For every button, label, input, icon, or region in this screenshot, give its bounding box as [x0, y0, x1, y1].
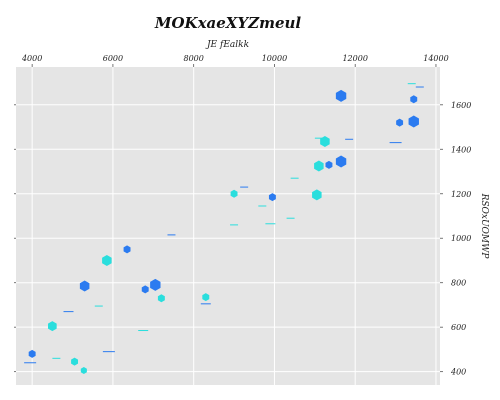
hexagon-marker [28, 349, 36, 358]
hexagon-marker [71, 357, 79, 366]
hexagon-marker [48, 321, 57, 332]
hexagon-marker [157, 294, 165, 303]
x-tick-label: 6000 [103, 54, 123, 63]
hexagon-marker [314, 160, 324, 172]
y-tick-label: 1200 [451, 190, 471, 199]
y-tick-label: 1400 [451, 145, 471, 154]
hexagon-marker [325, 160, 333, 169]
hexagon-marker [202, 293, 210, 302]
hexagon-marker [150, 278, 161, 291]
hexagon-marker [396, 118, 404, 127]
hexagon-marker [335, 155, 347, 168]
x-tick-label: 8000 [183, 54, 203, 63]
x-tick-label: 12000 [342, 54, 367, 63]
hexagon-marker [80, 367, 87, 375]
x-tick-label: 10000 [262, 54, 287, 63]
hexagon-marker [408, 115, 419, 128]
plot-area [16, 67, 440, 385]
y-tick-label: 800 [451, 279, 466, 288]
hexagon-marker [320, 136, 330, 147]
chart-title: MOKxaeXYZmeul [154, 14, 302, 32]
hexagon-marker [312, 189, 322, 201]
y-tick-label: 1000 [451, 234, 471, 243]
axis-ticks: 4000 6000 8000 10000 12000 14000 400 600 800 1000… [14, 54, 471, 377]
hexagon-marker [102, 254, 112, 266]
hexagon-marker [335, 89, 347, 102]
x-tick-label: 4000 [21, 54, 42, 63]
hexagon-marker [123, 245, 131, 254]
x-axis-label: JE fEalkk [205, 40, 249, 50]
data-markers [24, 83, 424, 375]
hexagon-marker [230, 189, 238, 198]
x-tick-label: 14000 [423, 54, 448, 63]
hexagon-marker [410, 95, 418, 104]
y-axis-label: RSOxUOMWP [479, 193, 489, 260]
y-tick-label: 600 [451, 323, 466, 332]
y-tick-label: 1600 [451, 101, 471, 110]
y-tick-label: 400 [450, 368, 466, 377]
hexagon-marker [141, 285, 149, 294]
hexagon-marker [79, 280, 90, 292]
hexagon-marker [268, 193, 276, 202]
